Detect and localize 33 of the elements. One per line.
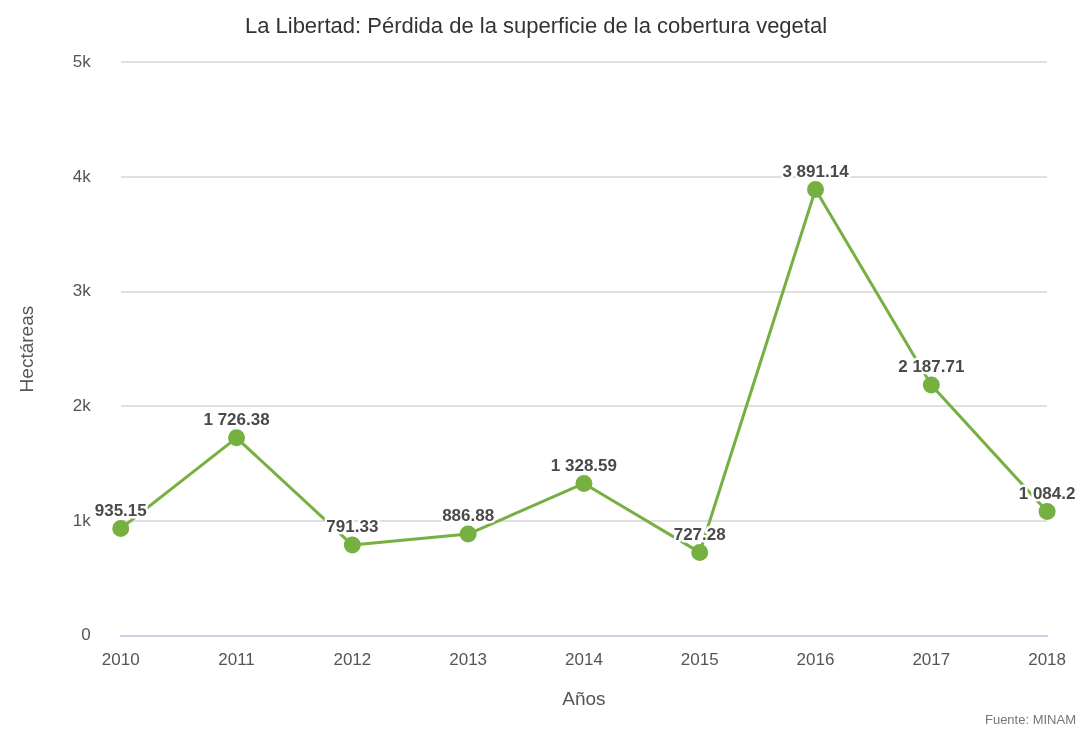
x-tick-label: 2017: [912, 649, 951, 669]
chart-title: La Libertad: Pérdida de la superficie de la cobertura vegetal: [244, 13, 828, 39]
x-tick-label: 2013: [449, 649, 488, 669]
y-tick-label: 0: [81, 625, 91, 645]
point: [228, 429, 246, 447]
data-label: 3 891.14: [782, 161, 850, 181]
y-tick-label: 1k: [72, 510, 92, 530]
x-tick-label: 2015: [680, 649, 719, 669]
point: [343, 536, 361, 554]
x-tick-label: 2018: [1028, 649, 1066, 669]
source-note: Fuente: MINAM: [984, 712, 1076, 728]
x-axis-title: Años: [562, 687, 606, 709]
data-label: 1 328.59: [550, 455, 618, 475]
x-tick-label: 2016: [796, 649, 835, 669]
point: [691, 543, 709, 561]
x-tick-label: 2012: [333, 649, 372, 669]
y-tick-label: 5k: [72, 52, 92, 72]
data-label: 1 084.2: [1018, 483, 1076, 503]
x-tick-label: 2011: [218, 649, 255, 669]
x-tick-label: 2014: [565, 649, 603, 669]
point: [922, 376, 940, 394]
y-axis-title: Hectáreas: [15, 305, 37, 393]
y-tick-label: 3k: [72, 281, 92, 301]
point: [807, 181, 825, 199]
data-label: 1 726.38: [203, 410, 270, 430]
point: [1038, 502, 1056, 520]
point: [112, 520, 130, 538]
y-tick-label: 4k: [72, 166, 92, 186]
point: [459, 525, 477, 543]
y-tick-label: 2k: [72, 396, 92, 416]
point: [575, 474, 593, 492]
data-label: 886.88: [442, 506, 495, 526]
x-tick-label: 2010: [101, 649, 140, 669]
